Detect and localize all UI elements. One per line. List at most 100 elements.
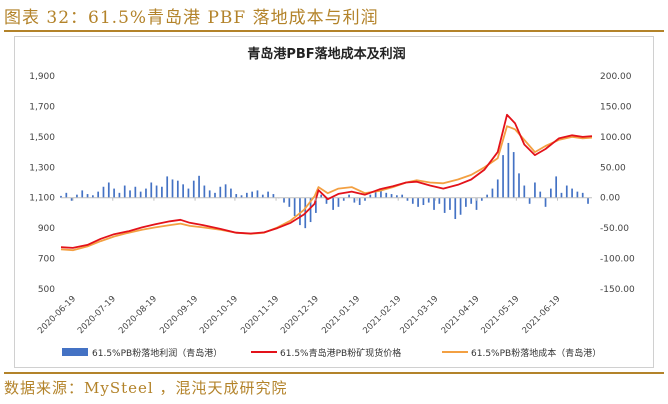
profit-bar [283, 197, 285, 203]
profit-bar [475, 197, 478, 210]
profit-bar [134, 186, 137, 198]
profit-bar [65, 192, 68, 198]
profit-bar [544, 197, 547, 207]
profit-bar [417, 197, 419, 207]
profit-bar [528, 197, 531, 204]
profit-bar [224, 184, 227, 198]
profit-bar [293, 197, 296, 216]
right-axis-tick-label: 100.00 [600, 133, 632, 143]
chart-canvas: 青岛港PBF落地成本及利润 1,900 1,700 1,500 1,300 1,100 90… [29, 46, 635, 359]
profit-bar [550, 188, 552, 198]
profit-bar [523, 185, 526, 198]
profit-bar [496, 179, 499, 198]
profit-bar [480, 197, 483, 201]
profit-bar [166, 176, 169, 198]
profit-bar [486, 194, 488, 198]
left-axis-tick-label: 1,100 [29, 194, 55, 204]
profit-bar [320, 194, 323, 198]
x-axis-tick-label: 2020-06-19 [36, 294, 78, 336]
profit-bar [198, 175, 200, 198]
profit-bar [150, 182, 153, 198]
profit-bar [113, 188, 115, 198]
profit-bar [235, 194, 238, 198]
legend-bar-swatch [62, 348, 88, 356]
left-axis-tick-label: 500 [38, 285, 55, 295]
profit-bar [518, 173, 520, 198]
profit-bar [325, 197, 328, 204]
left-axis-tick-label: 1,700 [29, 102, 55, 112]
profit-bar [449, 197, 451, 210]
profit-bar [348, 194, 350, 198]
profit-bar [406, 197, 409, 201]
left-axis-tick-label: 900 [38, 224, 55, 234]
profit-bar [422, 197, 425, 206]
profit-bar [565, 185, 568, 198]
profit-bar [272, 194, 275, 198]
profit-bar [230, 188, 232, 198]
profit-bar [309, 197, 312, 223]
profit-bar [380, 190, 382, 198]
profit-bar [118, 192, 121, 198]
chart-title: 青岛港PBF落地成本及利润 [247, 46, 405, 62]
left-axis-tick-label: 1,500 [29, 133, 55, 143]
profit-bar [176, 180, 179, 198]
profit-bar [139, 191, 142, 198]
x-axis-tick-label: 2021-05-19 [479, 294, 521, 336]
x-axis-tick-label: 2020-07-19 [76, 294, 118, 336]
profit-bar [369, 194, 372, 198]
right-axis-tick-label: 200.00 [600, 72, 632, 82]
x-axis-tick-label: 2021-02-19 [361, 294, 403, 336]
profit-bar [246, 192, 248, 198]
profit-bar [86, 194, 89, 198]
spot-price-line [60, 113, 593, 249]
profit-bar [102, 186, 105, 198]
profit-bar [512, 152, 515, 198]
profit-bar [332, 197, 334, 210]
x-axis-tick-label: 2020-11-19 [239, 294, 281, 336]
x-axis-tick-label: 2020-10-19 [198, 294, 240, 336]
right-axis-tick-label: -150.00 [600, 285, 635, 295]
profit-bar [337, 197, 340, 207]
x-axis-tick-label: 2021-04-19 [440, 294, 482, 336]
profit-bar [534, 182, 536, 198]
x-axis-tick-label: 2020-08-19 [117, 294, 159, 336]
profit-bar [539, 191, 542, 198]
profit-bar [214, 192, 216, 198]
profit-bar [560, 192, 563, 198]
profit-bar [576, 191, 579, 198]
x-axis-tick-label: 2021-06-19 [521, 294, 563, 336]
profit-bar [145, 188, 147, 198]
x-axis-tick-label: 2021-03-19 [398, 294, 440, 336]
profit-bar [385, 192, 388, 198]
profit-bar [401, 194, 404, 198]
profit-bar [208, 190, 211, 198]
profit-bar [107, 182, 110, 198]
right-axis-tick-label: 0.00 [600, 194, 620, 204]
profit-bar [502, 155, 504, 198]
profit-bar [192, 180, 195, 198]
legend-spot-label: 61.5%青岛港PB粉矿现货价格 [280, 347, 401, 359]
profit-bar [491, 188, 494, 198]
profit-bar [342, 197, 345, 201]
profit-bar [374, 191, 377, 198]
profit-bar [587, 197, 589, 204]
profit-bar [396, 195, 398, 198]
chart-frame [14, 36, 654, 368]
profit-bar [470, 197, 473, 204]
profit-bar [364, 197, 366, 201]
profit-bar [81, 190, 84, 198]
profit-bar [454, 197, 457, 220]
legend-profit-label: 61.5%PB粉落地利润（青岛港） [92, 347, 222, 359]
profit-bar [256, 190, 259, 198]
profit-bar [60, 195, 62, 198]
left-axis-tick-label: 1,300 [29, 163, 55, 173]
x-axis-tick-label: 2021-01-19 [320, 294, 362, 336]
profit-bar [443, 197, 446, 213]
profit-bar [288, 197, 291, 207]
profit-bar [390, 194, 393, 198]
profit-bar [92, 195, 94, 198]
profit-bar [123, 185, 126, 198]
profit-bar [171, 179, 174, 198]
profit-bar [76, 194, 78, 198]
right-axis-tick-label: -50.00 [600, 224, 629, 234]
